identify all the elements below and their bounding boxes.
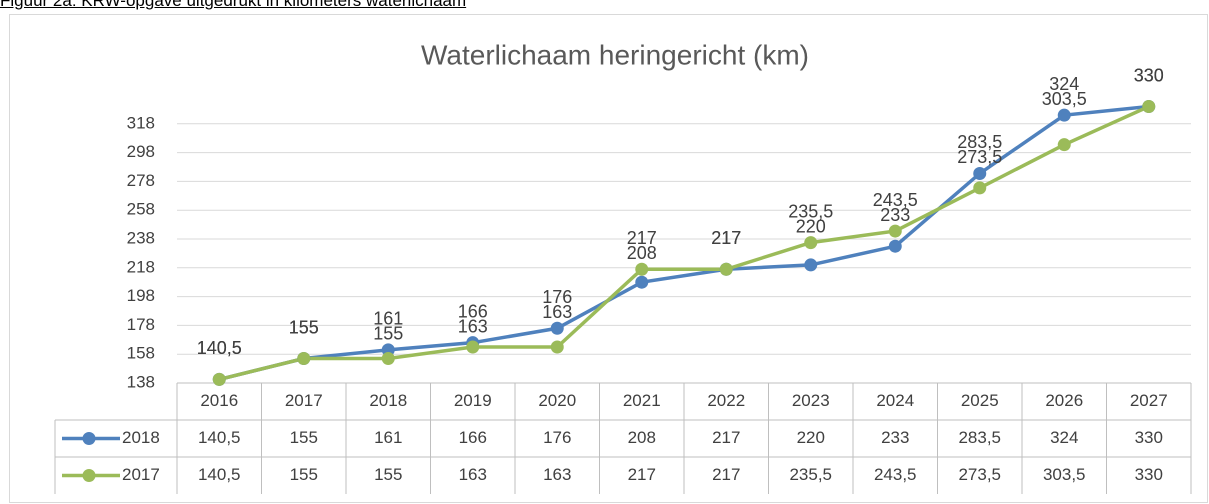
x-tick-label: 2025 (961, 391, 999, 410)
x-tick-label: 2019 (454, 391, 492, 410)
chart-title: Waterlichaam heringericht (km) (421, 39, 809, 70)
data-label: 283,5 (957, 132, 1002, 152)
legend-label: 2018 (122, 428, 160, 447)
x-tick-label: 2023 (792, 391, 830, 410)
point (973, 181, 987, 195)
table-cell: 140,5 (198, 465, 241, 484)
x-tick-label: 2022 (707, 391, 745, 410)
data-label: 235,5 (788, 201, 833, 221)
legend-marker (82, 469, 96, 482)
table-cell: 330 (1135, 465, 1163, 484)
table-cell: 273,5 (958, 465, 1001, 484)
data-label: 155 (289, 317, 319, 337)
data-label: 208 (627, 243, 657, 263)
point (888, 239, 902, 253)
table-cell: 155 (290, 428, 318, 447)
x-tick-label: 2016 (200, 391, 238, 410)
table-cell: 161 (374, 428, 402, 447)
data-label: 163 (542, 302, 572, 322)
data-label: 324 (1049, 74, 1079, 94)
point (297, 352, 311, 366)
point (635, 275, 649, 289)
point (466, 340, 480, 354)
data-label: 140,5 (197, 338, 242, 358)
data-label: 163 (458, 316, 488, 336)
point (804, 258, 818, 272)
point (973, 166, 987, 180)
x-tick-label: 2027 (1130, 391, 1168, 410)
point (804, 236, 818, 250)
table-cell: 233 (881, 428, 909, 447)
point (381, 352, 395, 366)
table-cell: 303,5 (1043, 465, 1086, 484)
table-cell: 220 (797, 428, 825, 447)
y-tick-label: 178 (127, 315, 155, 334)
table-cell: 140,5 (198, 428, 241, 447)
data-label: 217 (711, 228, 741, 248)
y-tick-label: 298 (127, 142, 155, 161)
y-tick-label: 278 (127, 171, 155, 190)
table-cell: 166 (459, 428, 487, 447)
table-cell: 163 (543, 465, 571, 484)
y-tick-label: 258 (127, 200, 155, 219)
point (550, 321, 564, 335)
x-tick-label: 2017 (285, 391, 323, 410)
data-label: 140,5 (197, 338, 242, 358)
point (1057, 108, 1071, 122)
table-cell: 208 (628, 428, 656, 447)
data-label: 330 (1134, 65, 1164, 85)
table-cell: 155 (290, 465, 318, 484)
y-tick-label: 198 (127, 286, 155, 305)
chart-border (9, 14, 1208, 503)
table-cell: 217 (712, 428, 740, 447)
table-cell: 330 (1135, 428, 1163, 447)
data-label: 155 (373, 324, 403, 344)
legend-label: 2017 (122, 465, 160, 484)
point (1057, 138, 1071, 152)
data-label: 217 (711, 228, 741, 248)
table-cell: 163 (459, 465, 487, 484)
x-tick-label: 2021 (623, 391, 661, 410)
table-cell: 243,5 (874, 465, 917, 484)
y-tick-label: 218 (127, 257, 155, 276)
x-tick-label: 2026 (1045, 391, 1083, 410)
x-tick-label: 2018 (369, 391, 407, 410)
data-label: 243,5 (873, 190, 918, 210)
table-cell: 235,5 (789, 465, 832, 484)
x-tick-label: 2024 (876, 391, 914, 410)
series-line (218, 104, 1149, 382)
point (635, 262, 649, 276)
table-cell: 217 (628, 465, 656, 484)
y-tick-label: 238 (127, 228, 155, 247)
data-label: 330 (1134, 65, 1164, 85)
data-label: 217 (627, 228, 657, 248)
table-cell: 155 (374, 465, 402, 484)
data-label: 155 (289, 317, 319, 337)
point (212, 372, 226, 386)
data-label: 303,5 (1042, 89, 1087, 109)
point (719, 262, 733, 276)
legend-marker (82, 432, 96, 445)
caption: Figuur 2a: KRW-opgave uitgedrukt in kilo… (0, 0, 467, 10)
x-tick-label: 2020 (538, 391, 576, 410)
data-label: 176 (542, 287, 572, 307)
data-label: 273,5 (957, 147, 1002, 167)
point (550, 340, 564, 354)
point (888, 224, 902, 238)
table-cell: 176 (543, 428, 571, 447)
y-tick-label: 318 (127, 113, 155, 132)
y-tick-label: 138 (127, 372, 155, 391)
data-label: 220 (796, 216, 826, 236)
table-cell: 324 (1050, 428, 1078, 447)
data-label: 166 (458, 301, 488, 321)
table-cell: 283,5 (958, 428, 1001, 447)
data-label: 233 (880, 205, 910, 225)
point (1142, 100, 1156, 114)
y-tick-label: 158 (127, 344, 155, 363)
series-line (218, 104, 1150, 382)
table-cell: 217 (712, 465, 740, 484)
data-label: 161 (373, 309, 403, 329)
